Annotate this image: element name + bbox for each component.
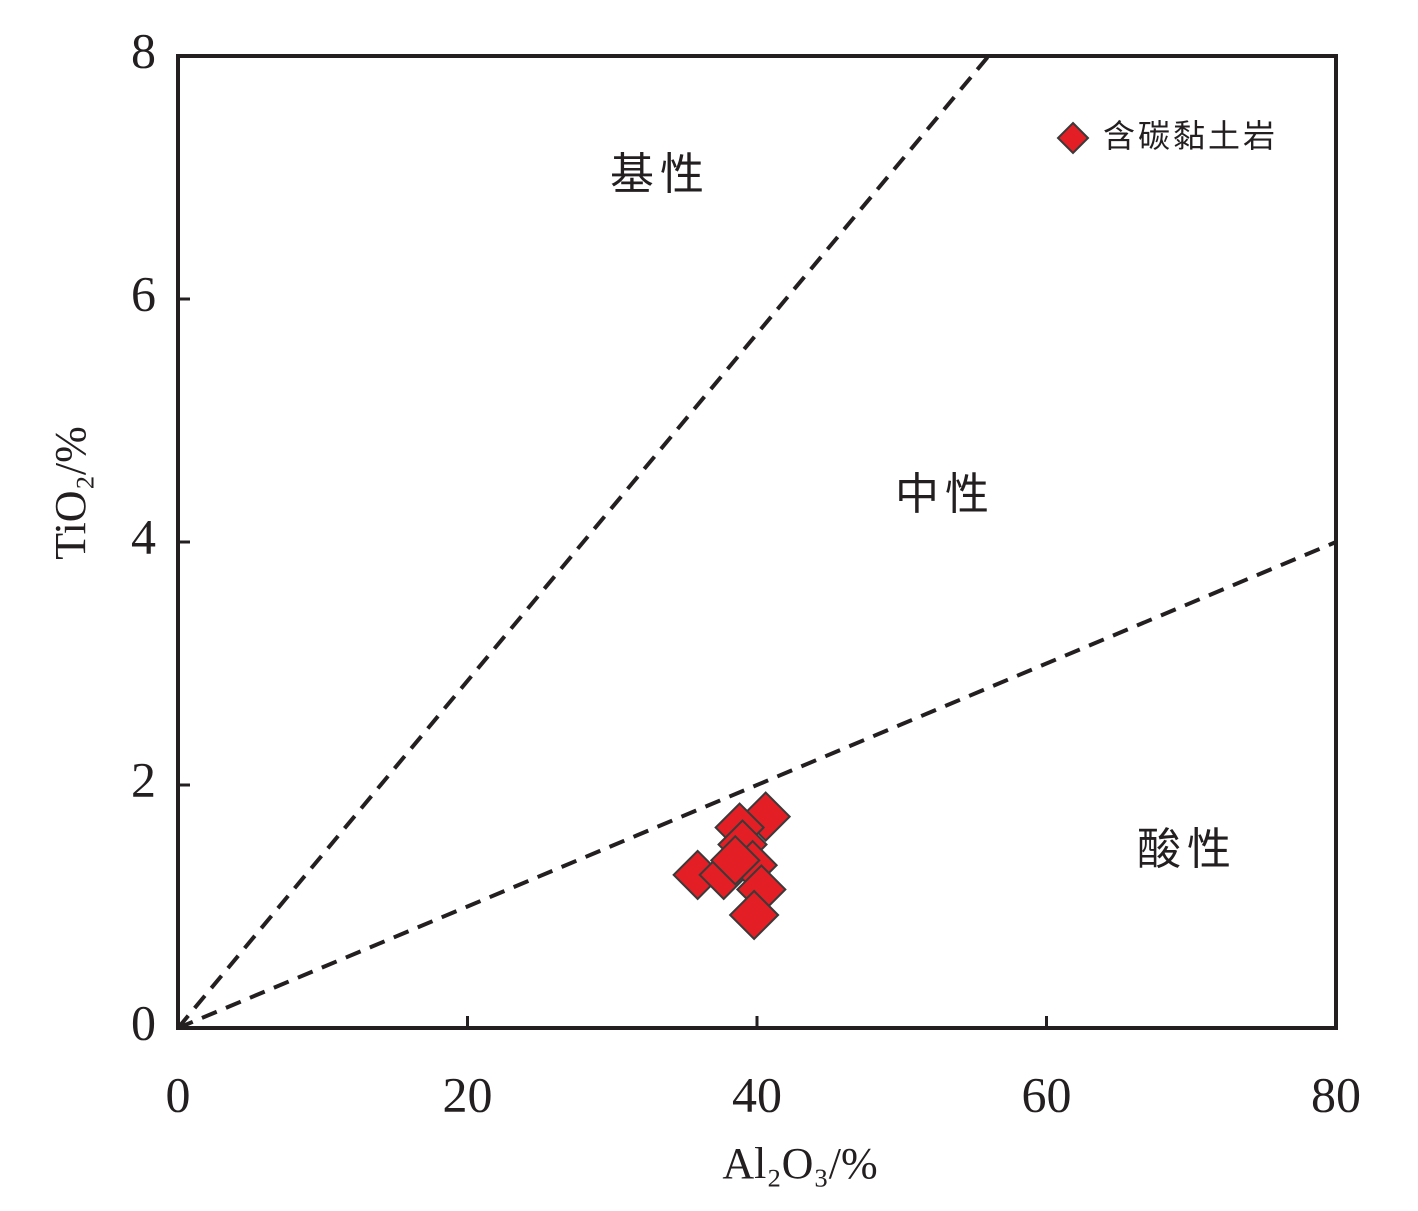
point bbox=[728, 889, 780, 941]
point bbox=[709, 834, 761, 886]
y-tick-label: 6 bbox=[131, 265, 156, 321]
y-axis-title: TiO₂/% bbox=[46, 426, 95, 560]
x-tick-label: 20 bbox=[443, 1066, 493, 1122]
legend-marker bbox=[1056, 121, 1090, 155]
reference-line bbox=[176, 54, 991, 1030]
y-tick-label: 4 bbox=[131, 508, 156, 564]
y-tick-label: 0 bbox=[131, 994, 156, 1050]
x-tick-label: 80 bbox=[1311, 1066, 1361, 1122]
y-tick-label: 2 bbox=[131, 751, 156, 807]
x-tick-label: 40 bbox=[732, 1066, 782, 1122]
reference-line bbox=[177, 540, 1337, 1030]
legend-label: 含碳黏土岩 bbox=[1103, 117, 1278, 155]
region-label: 酸性 bbox=[1137, 824, 1237, 875]
region-label: 基性 bbox=[610, 149, 710, 200]
x-axis-title: Al₂O₃/% bbox=[722, 1139, 877, 1188]
y-tick-label: 8 bbox=[131, 22, 156, 78]
plot-frame bbox=[176, 54, 1338, 1030]
x-tick-label: 0 bbox=[166, 1066, 191, 1122]
x-tick-label: 60 bbox=[1022, 1066, 1072, 1122]
region-label: 中性 bbox=[895, 469, 995, 520]
